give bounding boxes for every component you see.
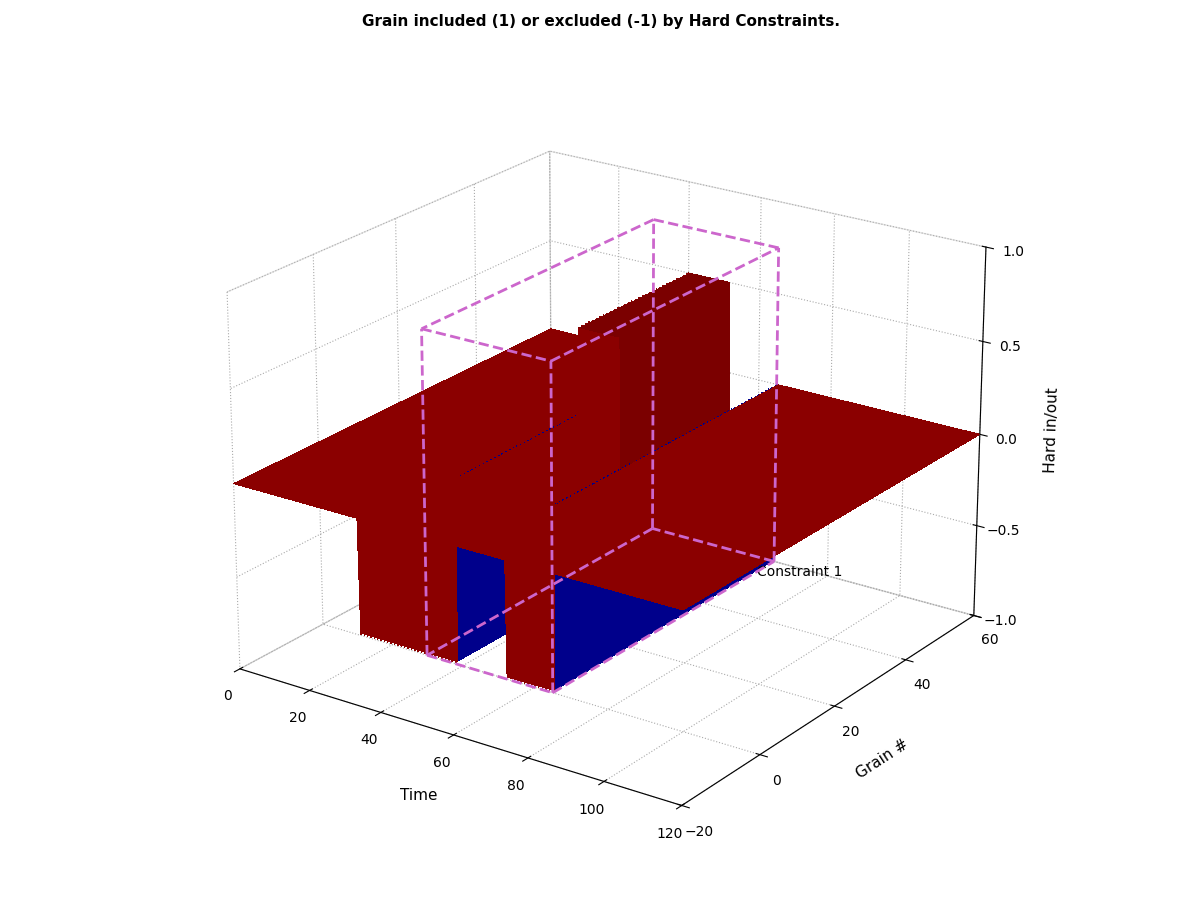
X-axis label: Time: Time — [400, 788, 437, 803]
Title: Grain included (1) or excluded (-1) by Hard Constraints.: Grain included (1) or excluded (-1) by H… — [362, 14, 839, 29]
Y-axis label: Grain #: Grain # — [854, 737, 912, 782]
